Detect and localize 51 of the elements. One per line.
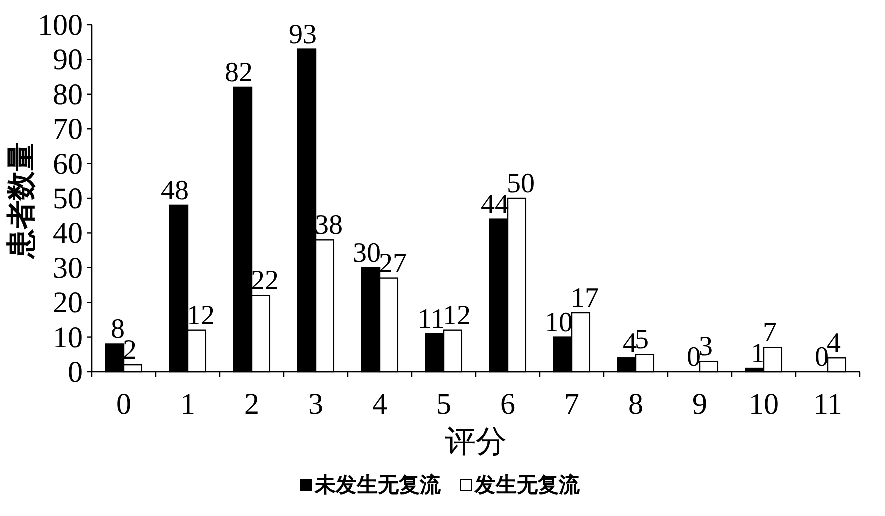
legend-item: 发生无复流	[460, 473, 580, 497]
data-label: 12	[443, 300, 471, 332]
data-label: 17	[571, 283, 599, 314]
data-label: 0	[687, 342, 701, 373]
data-label: 27	[379, 248, 407, 280]
x-tick-label: 1	[180, 388, 196, 421]
x-tick-label: 3	[308, 388, 324, 421]
data-label: 4	[623, 328, 637, 360]
legend-item: 未发生无复流	[300, 473, 441, 497]
y-tick-label: 100	[38, 9, 83, 42]
y-tick-label: 10	[53, 321, 83, 354]
data-label: 12	[187, 300, 215, 332]
data-label: 82	[225, 57, 253, 88]
y-tick-label: 0	[68, 356, 83, 389]
data-label: 22	[251, 266, 279, 297]
y-tick-label: 60	[53, 148, 83, 181]
x-tick-label: 7	[564, 388, 580, 421]
data-label: 50	[507, 168, 535, 200]
x-tick-label: 6	[500, 388, 516, 421]
data-label: 44	[481, 189, 509, 220]
data-label: 7	[763, 318, 777, 349]
data-label: 4	[827, 328, 841, 360]
x-tick-label: 10	[749, 388, 779, 421]
x-tick-label: 5	[436, 388, 452, 421]
y-tick-label: 70	[53, 113, 83, 146]
x-tick-label: 2	[244, 388, 260, 421]
data-label: 1	[751, 338, 765, 370]
data-label: 38	[315, 210, 343, 242]
y-tick-label: 30	[53, 252, 83, 285]
data-label: 3	[699, 332, 713, 363]
y-tick-label: 90	[53, 44, 83, 77]
data-label: 48	[161, 175, 189, 206]
y-tick-label: 80	[53, 78, 83, 112]
x-axis-title: 评分	[445, 424, 507, 459]
y-tick-label: 20	[53, 286, 83, 320]
data-label: 2	[123, 335, 137, 366]
data-label: 30	[353, 238, 381, 269]
x-tick-label: 8	[628, 388, 644, 421]
x-tick-label: 11	[814, 388, 842, 421]
data-label: 0	[815, 342, 829, 373]
x-tick-label: 4	[372, 388, 388, 421]
y-tick-label: 50	[53, 182, 83, 216]
data-label: 10	[545, 307, 573, 338]
data-label: 11	[418, 304, 445, 335]
data-label: 8	[111, 314, 125, 346]
y-axis-title: 患者数量	[6, 142, 38, 258]
data-label: 93	[289, 19, 317, 50]
data-label: 5	[635, 324, 649, 356]
x-tick-label: 9	[692, 388, 708, 421]
y-tick-label: 40	[53, 217, 83, 250]
x-tick-label: 0	[116, 388, 132, 421]
